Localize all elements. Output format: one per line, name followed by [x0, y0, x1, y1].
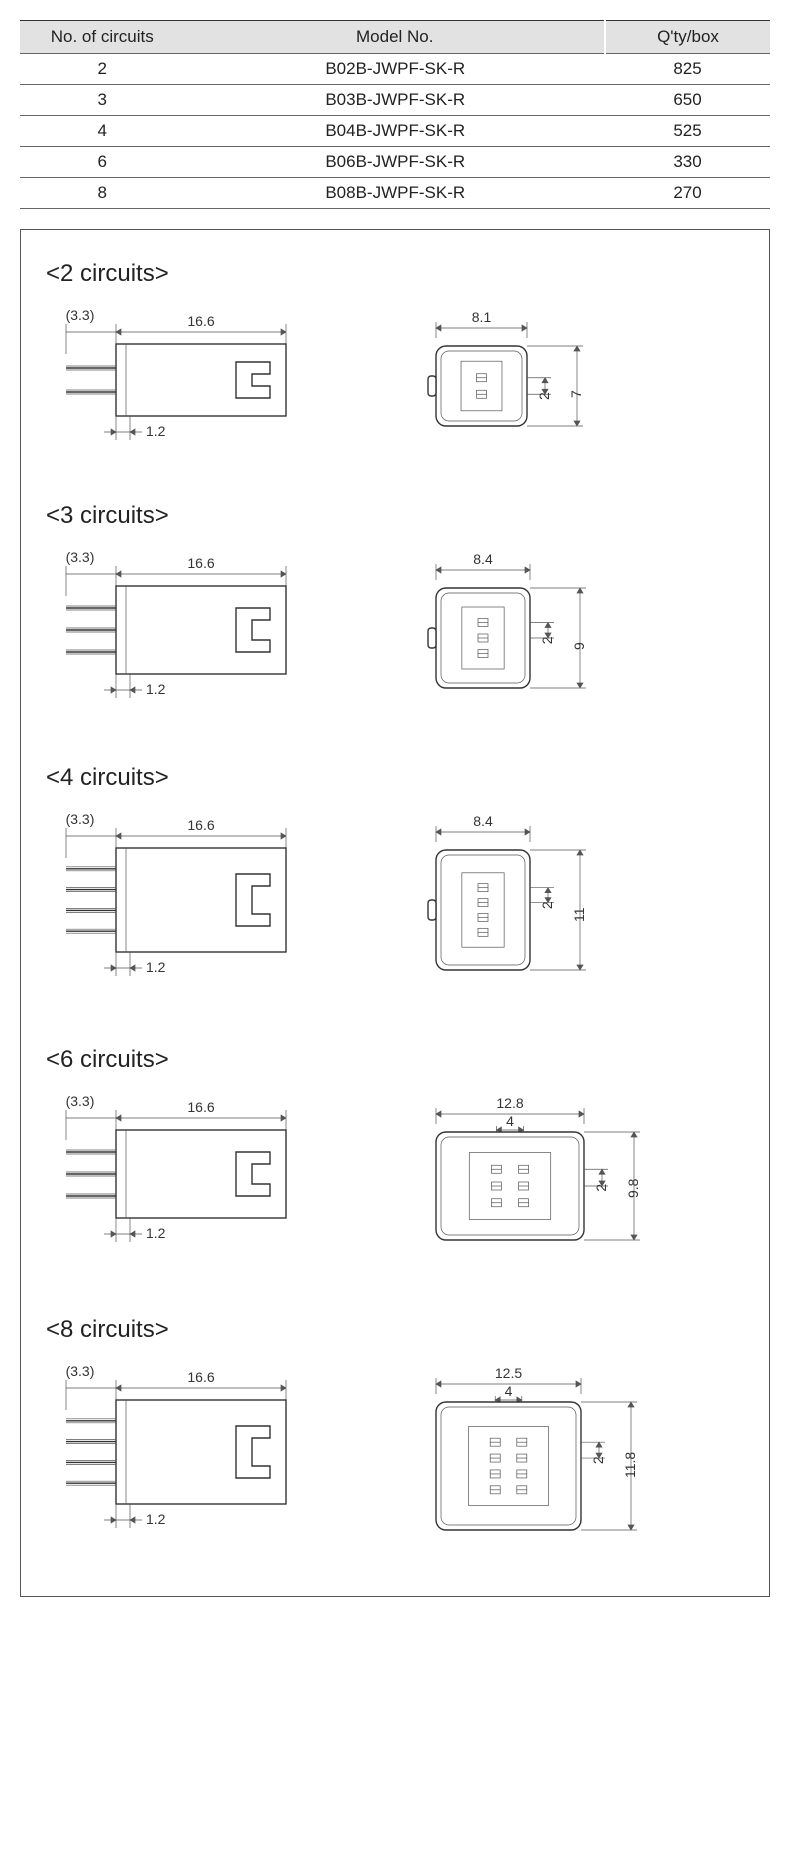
- section-title: <3 circuits>: [46, 502, 744, 530]
- table-cell: 2: [20, 54, 185, 85]
- circuit-section: <2 circuits> (3.3) 16.6 1.2 8.1 2: [46, 260, 744, 452]
- table-cell: B02B-JWPF-SK-R: [185, 54, 605, 85]
- svg-text:16.6: 16.6: [187, 555, 214, 571]
- drawings-container: <2 circuits> (3.3) 16.6 1.2 8.1 2: [20, 229, 770, 1597]
- svg-text:16.6: 16.6: [187, 1369, 214, 1385]
- svg-text:16.6: 16.6: [187, 817, 214, 833]
- table-cell: 3: [20, 85, 185, 116]
- svg-text:16.6: 16.6: [187, 313, 214, 329]
- svg-text:1.2: 1.2: [146, 959, 166, 975]
- front-view: 12.8 4 2 9.8: [416, 1088, 674, 1266]
- front-view: 12.5 4 2 11.8: [416, 1358, 671, 1556]
- svg-text:(3.3): (3.3): [66, 1363, 95, 1379]
- svg-text:2: 2: [590, 1456, 606, 1464]
- svg-text:1.2: 1.2: [146, 681, 166, 697]
- side-view: (3.3) 16.6 1.2: [46, 544, 346, 702]
- th-qty: Q'ty/box: [605, 21, 770, 54]
- table-row: 6B06B-JWPF-SK-R330: [20, 147, 770, 178]
- table-cell: 4: [20, 116, 185, 147]
- table-cell: B03B-JWPF-SK-R: [185, 85, 605, 116]
- section-title: <2 circuits>: [46, 260, 744, 288]
- side-view: (3.3) 16.6 1.2: [46, 1088, 346, 1246]
- svg-text:8.4: 8.4: [473, 813, 493, 829]
- circuit-section: <3 circuits> (3.3) 16.6 1.2 8.4 2: [46, 502, 744, 714]
- svg-text:12.5: 12.5: [495, 1365, 522, 1381]
- svg-text:16.6: 16.6: [187, 1099, 214, 1115]
- th-model: Model No.: [185, 21, 605, 54]
- table-row: 8B08B-JWPF-SK-R270: [20, 178, 770, 209]
- svg-text:(3.3): (3.3): [66, 549, 95, 565]
- side-view: (3.3) 16.6 1.2: [46, 806, 346, 980]
- svg-text:2: 2: [539, 636, 555, 644]
- section-title: <6 circuits>: [46, 1046, 744, 1074]
- circuit-section: <8 circuits> (3.3) 16.6 1.2 12.5 4: [46, 1316, 744, 1556]
- circuit-section: <4 circuits> (3.3) 16.6 1.2 8.4 2: [46, 764, 744, 996]
- svg-text:(3.3): (3.3): [66, 811, 95, 827]
- svg-text:9: 9: [571, 642, 587, 650]
- svg-text:8.1: 8.1: [472, 309, 492, 325]
- svg-text:4: 4: [506, 1113, 514, 1129]
- th-circuits: No. of circuits: [20, 21, 185, 54]
- table-cell: 270: [605, 178, 770, 209]
- table-cell: 525: [605, 116, 770, 147]
- table-cell: B04B-JWPF-SK-R: [185, 116, 605, 147]
- table-cell: 330: [605, 147, 770, 178]
- table-cell: 8: [20, 178, 185, 209]
- table-row: 4B04B-JWPF-SK-R525: [20, 116, 770, 147]
- svg-text:2: 2: [539, 901, 555, 909]
- circuit-section: <6 circuits> (3.3) 16.6 1.2 12.8 4: [46, 1046, 744, 1266]
- svg-text:9.8: 9.8: [625, 1178, 641, 1198]
- table-row: 3B03B-JWPF-SK-R650: [20, 85, 770, 116]
- svg-text:1.2: 1.2: [146, 423, 166, 439]
- table-cell: B06B-JWPF-SK-R: [185, 147, 605, 178]
- svg-text:1.2: 1.2: [146, 1225, 166, 1241]
- svg-text:(3.3): (3.3): [66, 307, 95, 323]
- svg-text:2: 2: [593, 1184, 609, 1192]
- svg-text:11.8: 11.8: [622, 1452, 638, 1478]
- spec-table: No. of circuits Model No. Q'ty/box 2B02B…: [20, 20, 770, 209]
- svg-text:1.2: 1.2: [146, 1511, 166, 1527]
- section-title: <8 circuits>: [46, 1316, 744, 1344]
- front-view: 8.1 2 7: [416, 302, 617, 452]
- section-title: <4 circuits>: [46, 764, 744, 792]
- svg-text:11: 11: [571, 907, 587, 922]
- svg-text:12.8: 12.8: [496, 1095, 523, 1111]
- table-cell: 6: [20, 147, 185, 178]
- table-cell: 825: [605, 54, 770, 85]
- svg-text:4: 4: [505, 1383, 513, 1399]
- svg-text:2: 2: [536, 392, 552, 400]
- side-view: (3.3) 16.6 1.2: [46, 1358, 346, 1532]
- front-view: 8.4 2 11: [416, 806, 620, 996]
- side-view: (3.3) 16.6 1.2: [46, 302, 346, 444]
- svg-text:7: 7: [568, 390, 584, 398]
- svg-text:(3.3): (3.3): [66, 1093, 95, 1109]
- table-cell: 650: [605, 85, 770, 116]
- table-cell: B08B-JWPF-SK-R: [185, 178, 605, 209]
- svg-text:8.4: 8.4: [473, 551, 493, 567]
- front-view: 8.4 2 9: [416, 544, 620, 714]
- table-row: 2B02B-JWPF-SK-R825: [20, 54, 770, 85]
